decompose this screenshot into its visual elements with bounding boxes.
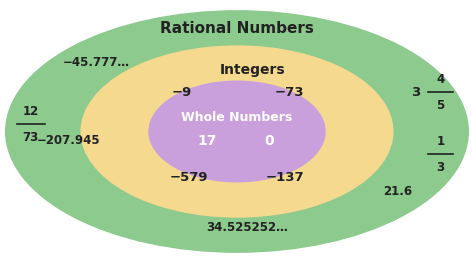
Text: −579: −579 — [170, 171, 209, 184]
Text: 12: 12 — [23, 105, 39, 118]
Text: −73: −73 — [275, 86, 304, 99]
Ellipse shape — [149, 81, 325, 182]
Ellipse shape — [6, 11, 468, 252]
Text: 4: 4 — [437, 73, 445, 86]
Text: Whole Numbers: Whole Numbers — [182, 111, 292, 124]
Text: Rational Numbers: Rational Numbers — [160, 21, 314, 36]
Text: −45.777…: −45.777… — [63, 55, 130, 69]
Text: −9: −9 — [172, 86, 192, 99]
Text: Integers: Integers — [219, 63, 285, 77]
Text: 3: 3 — [411, 86, 420, 99]
Text: 0: 0 — [265, 134, 274, 148]
Text: 73: 73 — [23, 131, 39, 144]
Text: −207.945: −207.945 — [37, 134, 100, 147]
Text: 3: 3 — [437, 161, 445, 174]
Text: 17: 17 — [197, 134, 217, 148]
Text: 5: 5 — [437, 99, 445, 112]
Text: 34.525252…: 34.525252… — [206, 221, 288, 234]
Text: 21.6: 21.6 — [383, 185, 412, 198]
Text: 1: 1 — [437, 135, 445, 148]
Text: −137: −137 — [265, 171, 304, 184]
Ellipse shape — [81, 46, 393, 217]
